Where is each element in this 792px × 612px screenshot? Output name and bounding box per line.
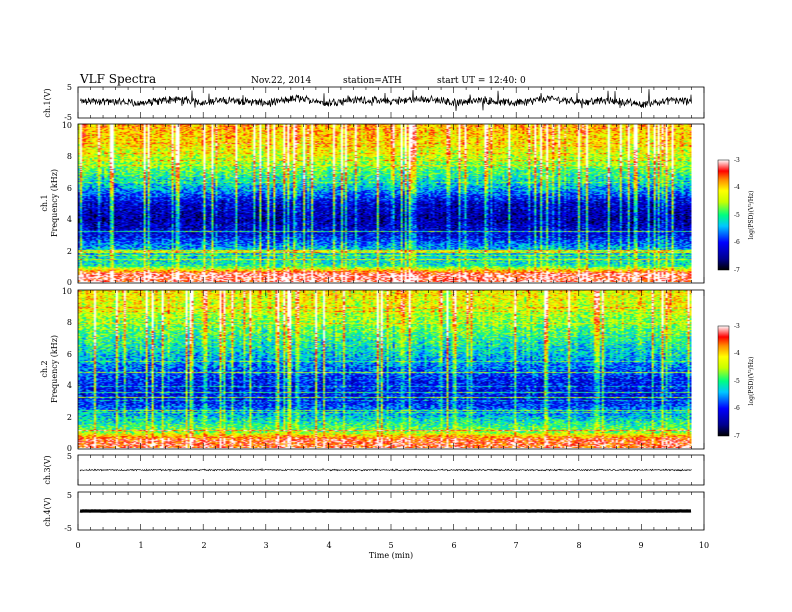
ch3-ylabel: ch.3(V) (43, 455, 52, 484)
ch2-freq-tick-2: 2 (67, 413, 72, 422)
time-tick-5: 5 (388, 541, 393, 550)
time-tick-9: 9 (638, 541, 643, 550)
ch3-ytick-top: 5 (67, 452, 72, 461)
time-tick-7: 7 (513, 541, 518, 550)
time-tick-4: 4 (326, 541, 331, 550)
start-time-label: start UT = 12:40: 0 (437, 76, 526, 86)
ch2-freq-tick-10: 10 (62, 287, 72, 296)
ch4-waveform-panel: 5 -5 ch.4(V) (43, 491, 705, 533)
ch1-spectrogram-panel: 0 2 4 6 8 10 ch.1 Frequency (kHz) -3 -4 … (40, 121, 755, 287)
ch4-ytick-bottom: -5 (64, 524, 72, 533)
ch3-waveform-panel: 5 ch.3(V) (43, 452, 705, 486)
date-label: Nov.22, 2014 (251, 76, 312, 86)
time-axis: 0 1 2 3 4 5 6 7 8 9 10 Time (min) (75, 541, 709, 560)
ch1-freq-tick-10: 10 (62, 121, 72, 130)
ch1-colorbar-scale (717, 159, 730, 271)
ch2-freq-ticks: 0 2 4 6 8 10 (62, 287, 72, 453)
ch2-spectrogram-image (78, 290, 692, 448)
ch1-ytick-top: 5 (67, 83, 72, 92)
time-tick-6: 6 (451, 541, 456, 550)
ch2-freq-tick-4: 4 (67, 381, 72, 390)
ch1-ylabel: ch.1(V) (43, 88, 52, 117)
ch1-freq-tick-0: 0 (67, 278, 72, 287)
ch2-cb-tick-m6: -6 (734, 405, 740, 412)
ch2-freq-axis-label: Frequency (kHz) (50, 335, 59, 403)
time-tick-marks (77, 87, 705, 530)
ch2-freq-tick-0: 0 (67, 444, 72, 453)
ch1-cb-tick-m6: -6 (734, 239, 740, 246)
ch2-colorbar: -3 -4 -5 -6 -7 log(PSD)(V²/Hz) (717, 323, 755, 440)
ch1-freq-tick-6: 6 (67, 184, 72, 193)
ch1-cb-tick-m7: -7 (734, 267, 740, 274)
ch2-spectrogram-panel: 0 2 4 6 8 10 ch.2 Frequency (kHz) -3 -4 … (40, 287, 755, 453)
ch1-cb-tick-m4: -4 (734, 184, 740, 191)
ch2-cb-tick-m3: -3 (734, 323, 740, 330)
time-axis-label: Time (min) (369, 551, 413, 560)
ch1-cb-tick-m5: -5 (734, 212, 740, 219)
ch2-freq-tick-8: 8 (67, 318, 72, 327)
ch3-trace (79, 467, 692, 473)
time-tick-0: 0 (75, 541, 80, 550)
ch1-freq-axis-label: Frequency (kHz) (50, 169, 59, 237)
ch1-channel-label: ch.1 (40, 194, 49, 211)
station-label: station=ATH (343, 76, 402, 86)
time-tick-2: 2 (201, 541, 206, 550)
ch1-freq-tick-8: 8 (67, 152, 72, 161)
time-tick-10: 10 (699, 541, 709, 550)
ch1-trace (79, 89, 692, 112)
ch4-ylabel: ch.4(V) (43, 497, 52, 526)
time-tick-1: 1 (138, 541, 143, 550)
ch1-colorbar: -3 -4 -5 -6 -7 log(PSD)(V²/Hz) (717, 157, 755, 274)
ch1-waveform-panel: 5 -5 ch.1(V) (43, 83, 705, 122)
ch2-freq-tick-6: 6 (67, 350, 72, 359)
ch2-cb-tick-m5: -5 (734, 378, 740, 385)
ch2-cb-tick-m4: -4 (734, 350, 740, 357)
ch4-ytick-top: 5 (67, 491, 72, 500)
ch1-freq-ticks: 0 2 4 6 8 10 (62, 121, 72, 287)
time-tick-8: 8 (576, 541, 581, 550)
ch1-freq-tick-4: 4 (67, 215, 72, 224)
ch2-colorbar-scale (717, 325, 730, 437)
ch2-cb-tick-m7: -7 (734, 433, 740, 440)
ch2-colorbar-label: log(PSD)(V²/Hz) (748, 357, 755, 406)
time-tick-3: 3 (263, 541, 268, 550)
ch1-freq-tick-2: 2 (67, 247, 72, 256)
ch1-ytick-bottom: -5 (64, 113, 72, 122)
ch2-channel-label: ch.2 (40, 360, 49, 377)
figure-title: VLF Spectra (79, 72, 156, 86)
ch1-spectrogram-image (78, 124, 692, 282)
ch1-colorbar-label: log(PSD)(V²/Hz) (748, 191, 755, 240)
ch1-cb-tick-m3: -3 (734, 157, 740, 164)
